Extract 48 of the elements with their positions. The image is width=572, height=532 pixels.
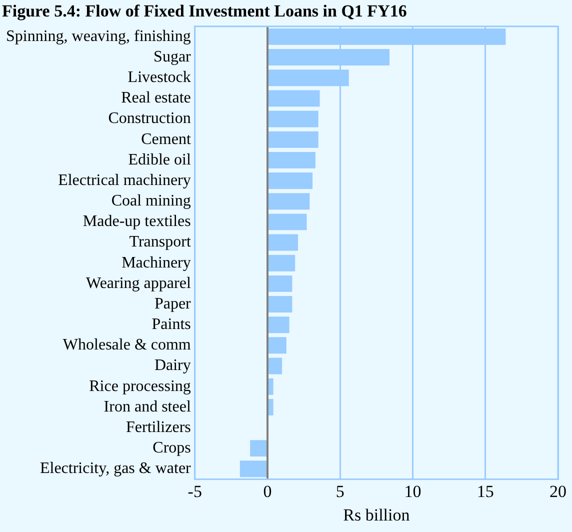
y-tick-label: Dairy bbox=[154, 357, 191, 374]
x-tick-label: -5 bbox=[188, 482, 202, 501]
bar bbox=[268, 316, 290, 334]
y-tick-label: Construction bbox=[108, 110, 191, 128]
bar bbox=[268, 172, 313, 189]
y-tick-label: Rice processing bbox=[89, 378, 191, 395]
y-tick-label: Electricity, gas & water bbox=[40, 460, 192, 478]
y-tick-label: Wearing apparel bbox=[86, 274, 192, 292]
y-tick-label: Livestock bbox=[128, 69, 191, 86]
bar bbox=[268, 398, 274, 416]
y-tick-label: Transport bbox=[129, 234, 192, 251]
y-tick-label: Wholesale & comm bbox=[62, 336, 192, 354]
x-tick-label: 5 bbox=[336, 482, 344, 501]
chart-title: Figure 5.4: Flow of Fixed Investment Loans in Q1 FY16 bbox=[2, 2, 407, 21]
bar bbox=[268, 110, 318, 128]
x-tick-label: 20 bbox=[550, 482, 566, 501]
bar bbox=[268, 131, 318, 148]
bar bbox=[268, 358, 282, 374]
bar bbox=[268, 152, 316, 168]
bar bbox=[250, 440, 267, 457]
bar bbox=[268, 90, 320, 107]
y-tick-label: Sugar bbox=[154, 48, 192, 66]
y-tick-label: Machinery bbox=[122, 254, 191, 272]
y-tick-label: Real estate bbox=[121, 90, 191, 107]
bar bbox=[268, 234, 298, 251]
y-tick-label: Spinning, weaving, finishing bbox=[6, 28, 191, 45]
x-tick-label: 15 bbox=[476, 482, 494, 501]
y-tick-label: Coal mining bbox=[111, 192, 191, 210]
y-tick-label: Fertilizers bbox=[126, 418, 191, 436]
bar bbox=[268, 296, 292, 312]
bar bbox=[268, 275, 292, 292]
x-tick-label: 10 bbox=[404, 482, 422, 501]
x-axis-title: Rs billion bbox=[343, 505, 410, 524]
y-tick-label: Paints bbox=[152, 316, 191, 334]
y-tick-label: Electrical machinery bbox=[58, 172, 191, 189]
x-tick-label: 0 bbox=[263, 482, 272, 501]
bar bbox=[240, 460, 267, 478]
y-tick-label: Crops bbox=[152, 440, 191, 457]
y-tick-label: Cement bbox=[141, 130, 192, 148]
y-tick-label: Iron and steel bbox=[104, 398, 192, 416]
bar bbox=[268, 193, 310, 210]
bar bbox=[268, 337, 286, 354]
y-tick-label: Made-up textiles bbox=[82, 213, 191, 230]
bar bbox=[268, 214, 307, 230]
bar bbox=[268, 254, 296, 272]
bar bbox=[268, 378, 274, 395]
y-tick-label: Paper bbox=[154, 295, 192, 312]
y-tick-label: Edible oil bbox=[128, 151, 192, 168]
